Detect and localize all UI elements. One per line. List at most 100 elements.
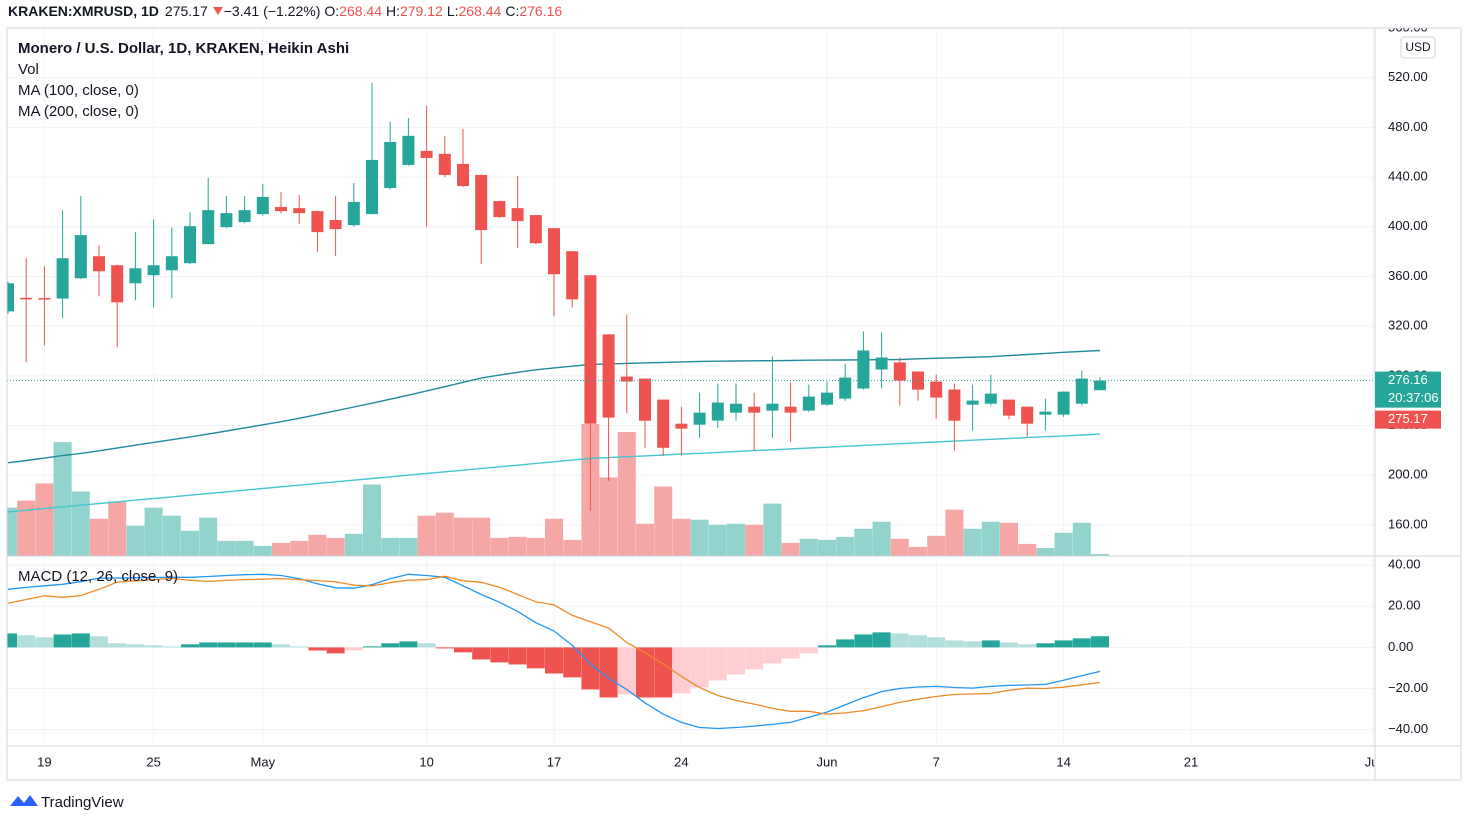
ma-line: [7, 433, 1101, 513]
down-arrow: [212, 7, 223, 15]
volume-bar: [526, 537, 545, 556]
volume-layer: [7, 424, 1109, 556]
last-price-label: 276.16: [1388, 372, 1428, 387]
volume-bar: [308, 534, 327, 556]
volume-bar: [253, 545, 272, 556]
macd-histogram-bar: [454, 647, 472, 653]
macd-histogram-bar: [162, 646, 181, 648]
macd-histogram-bar: [235, 642, 254, 648]
volume-bar: [381, 537, 400, 556]
candle-body: [111, 265, 124, 303]
volume-bar: [909, 546, 927, 556]
currency-box[interactable]: [1400, 36, 1436, 59]
down-arrow-shape: [212, 7, 223, 15]
macd-histogram-bar: [363, 646, 381, 648]
candle-body: [711, 402, 724, 421]
price-labels: 276.16 20:37:06 275.17: [1375, 371, 1441, 429]
candle-body: [147, 265, 160, 276]
volume-bar: [235, 540, 254, 556]
candle-body: [875, 357, 888, 370]
macd-tick-label: 20.00: [1388, 598, 1421, 613]
symbol-header: KRAKEN:XMRUSD, 1D 275.17 −3.41 (−1.22%) …: [8, 3, 566, 19]
macd-tick-label: −20.00: [1388, 680, 1428, 695]
candle-body: [347, 201, 360, 226]
macd-histogram-bar: [217, 642, 236, 648]
macd-histogram-bar: [927, 637, 946, 648]
brand-name[interactable]: TradingView: [41, 794, 124, 811]
x-tick-label: 19: [37, 754, 51, 769]
macd-histogram-bar: [545, 647, 563, 674]
brand[interactable]: TradingView: [10, 794, 124, 811]
volume-bar: [545, 518, 563, 556]
candle-body: [639, 378, 651, 421]
volume-bar: [636, 523, 654, 556]
y-tick-label: 360.00: [1388, 268, 1428, 283]
market-price-label: 275.17: [1388, 411, 1428, 426]
volume-bar: [108, 501, 127, 556]
volume-bar: [854, 528, 873, 556]
candle-body: [238, 210, 251, 223]
ma-layer: [7, 349, 1101, 513]
macd-histogram-bar: [490, 647, 509, 663]
candle-body: [566, 251, 579, 300]
macd-histogram-bar: [872, 632, 891, 648]
volume-bar: [126, 525, 145, 556]
market-price-box: [1375, 410, 1441, 429]
volume-bar: [1018, 543, 1037, 556]
x-tick-label: 10: [419, 754, 433, 769]
volume-bar: [7, 507, 17, 556]
grid: [7, 27, 1375, 746]
x-tick-label: 17: [547, 754, 561, 769]
volume-bar: [1091, 553, 1109, 556]
macd-histogram-bar: [17, 635, 36, 648]
volume-bar: [1000, 522, 1018, 556]
candle-body: [329, 220, 342, 230]
macd-histogram-bar: [599, 647, 618, 698]
volume-bar: [144, 507, 163, 556]
currency-label[interactable]: USD: [1405, 40, 1431, 54]
candle-body: [893, 362, 906, 381]
currency-button[interactable]: USD: [1400, 36, 1436, 59]
macd-histogram-bar: [144, 645, 163, 648]
candle-body: [366, 159, 378, 215]
macd-tick-label: 0.00: [1388, 639, 1413, 654]
volume-bar: [454, 517, 472, 556]
macd-histogram-bar: [126, 644, 145, 648]
macd-tick-label: −40.00: [1388, 721, 1428, 736]
volume-bar: [945, 509, 964, 556]
y-tick-label: 480.00: [1388, 119, 1428, 134]
candle-body: [511, 208, 524, 222]
y-tick-label: 320.00: [1388, 318, 1428, 333]
volume-bar: [672, 518, 691, 556]
macd-histogram-bar: [981, 640, 1000, 648]
macd-histogram-bar: [199, 642, 218, 648]
last-price-box: [1375, 371, 1441, 408]
volume-bar: [818, 539, 836, 556]
signal-line: [7, 575, 1101, 715]
candle-body: [184, 226, 196, 264]
volume-bar: [727, 523, 745, 556]
volume-bar: [417, 515, 436, 556]
low-value: 268.44: [458, 3, 502, 19]
open-value: 268.44: [339, 3, 382, 19]
y-tick-label: 160.00: [1388, 516, 1428, 531]
candle-body: [438, 153, 451, 175]
x-tick-label: 24: [674, 754, 688, 769]
macd-histogram-bar: [435, 647, 454, 649]
candle-body: [766, 403, 779, 411]
volume-bar: [508, 536, 527, 556]
candle-body: [548, 228, 560, 275]
macd-histogram-bar: [1091, 636, 1109, 648]
macd-histogram-bar: [472, 647, 491, 660]
chart-title: Monero / U.S. Dollar, 1D, KRAKEN, Heikin…: [18, 40, 349, 57]
volume-bar: [763, 503, 782, 556]
candle-body: [1057, 391, 1070, 415]
x-tick-label: 14: [1056, 754, 1070, 769]
candle-body: [165, 256, 178, 271]
brand-logo[interactable]: [10, 795, 38, 806]
volume-bar: [890, 538, 909, 556]
volume-bar: [472, 517, 491, 556]
candle-body: [657, 399, 670, 448]
